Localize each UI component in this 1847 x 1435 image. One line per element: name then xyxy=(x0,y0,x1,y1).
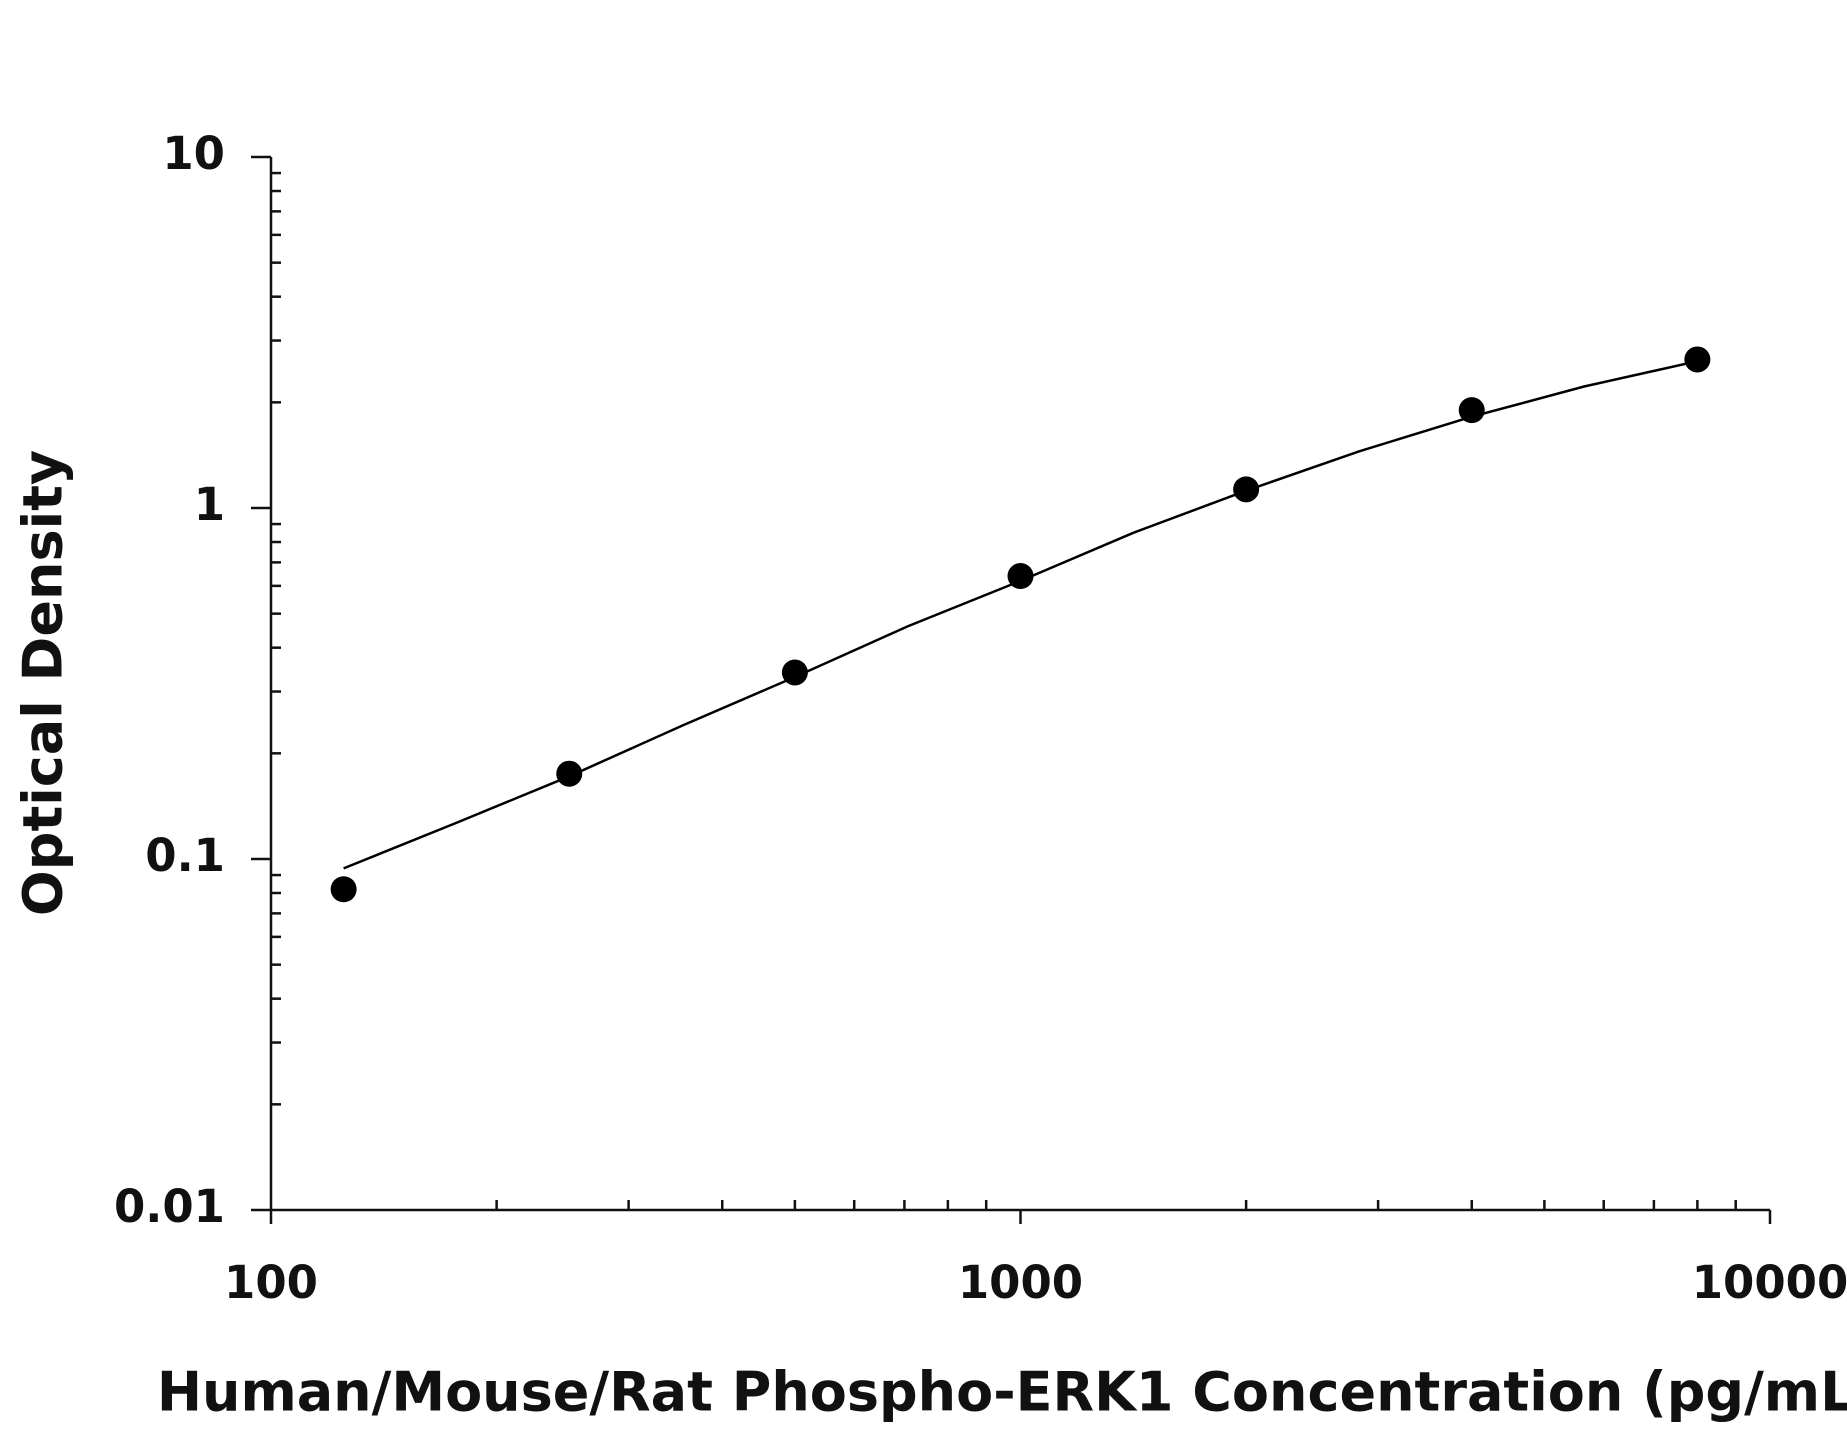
x-tick-label: 10000 xyxy=(1692,1256,1847,1309)
data-point xyxy=(1233,476,1260,503)
y-tick-label: 10 xyxy=(162,127,225,180)
y-tick-label: 0.01 xyxy=(114,1180,225,1233)
data-point xyxy=(556,760,583,787)
data-point xyxy=(330,876,357,903)
data-point xyxy=(1007,563,1034,590)
y-tick-label: 0.1 xyxy=(145,829,225,882)
fit-curve xyxy=(343,359,1698,870)
x-axis-label: Human/Mouse/Rat Phospho-ERK1 Concentrati… xyxy=(157,1361,1847,1424)
y-tick-label: 1 xyxy=(194,478,225,531)
data-point xyxy=(1458,397,1485,424)
data-point xyxy=(1684,346,1711,373)
data-point xyxy=(781,659,808,686)
y-axis-label: Optical Density xyxy=(12,450,75,916)
x-tick-label: 1000 xyxy=(958,1256,1083,1309)
x-tick-label: 100 xyxy=(224,1256,318,1309)
